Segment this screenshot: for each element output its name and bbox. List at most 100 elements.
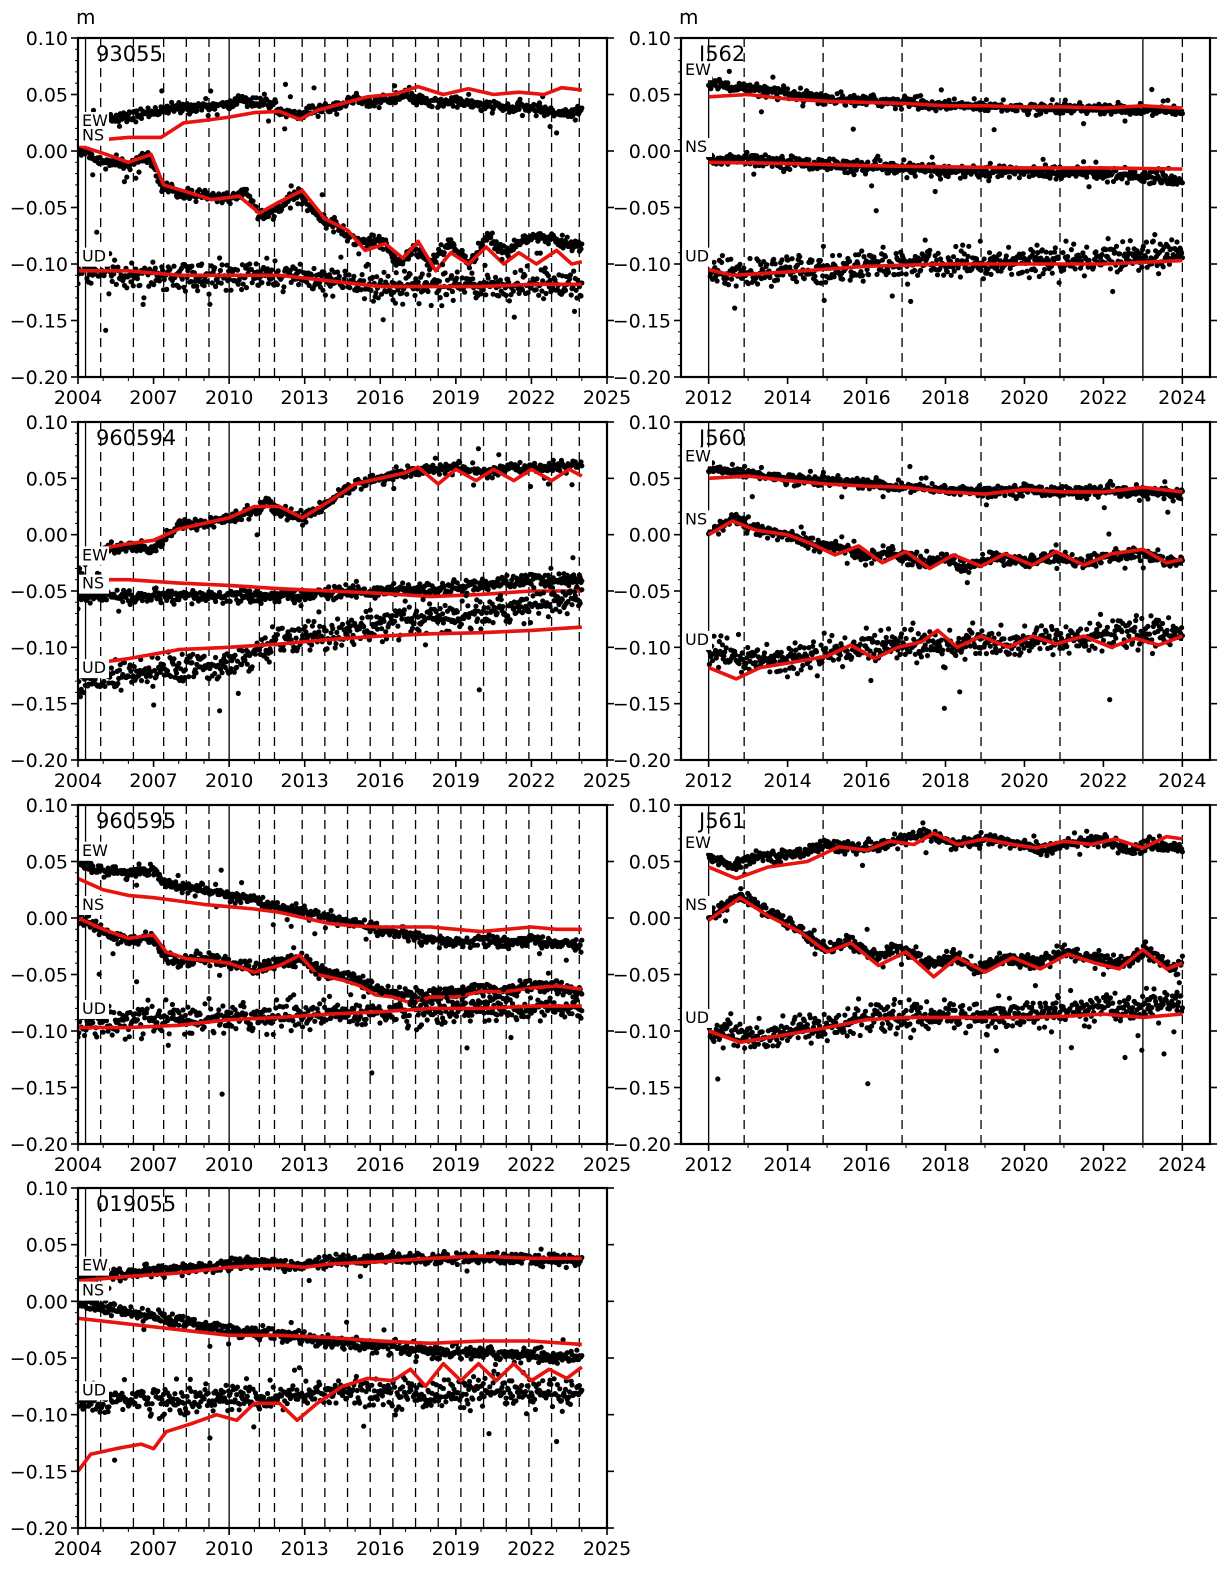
observed-point: [908, 298, 914, 304]
observed-point: [156, 278, 162, 284]
observed-point: [1049, 97, 1055, 103]
observed-point: [846, 258, 853, 264]
model-line-ew: [78, 84, 583, 142]
observed-point: [1132, 169, 1138, 175]
observed-point: [439, 303, 445, 309]
observed-point: [444, 292, 450, 298]
observed-point: [158, 600, 164, 606]
observed-point: [772, 261, 778, 267]
observed-point: [1179, 180, 1185, 186]
observed-point: [466, 91, 472, 97]
observed-point: [108, 111, 114, 118]
observed-point: [437, 295, 443, 301]
observed-point: [224, 262, 230, 268]
observed-point: [1150, 238, 1156, 244]
y-tick-label: −0.20: [613, 367, 671, 389]
observed-point: [282, 126, 288, 132]
observed-point: [569, 482, 575, 488]
observed-point: [391, 485, 397, 492]
component-label-ns: NS: [685, 137, 707, 156]
x-axis: 2004 2007 2010 2013 2016 2019 2022 2025: [54, 377, 631, 409]
observed-point: [843, 102, 849, 108]
observed-point: [733, 283, 739, 289]
observed-point: [87, 600, 93, 606]
observed-point: [448, 237, 454, 243]
observed-point: [346, 272, 352, 278]
x-tick-label: 2013: [281, 387, 329, 409]
observed-point: [416, 301, 422, 307]
observed-point: [1107, 266, 1113, 272]
observed-point: [774, 277, 781, 283]
observed-point: [336, 273, 342, 279]
observed-point: [987, 160, 993, 166]
observed-point: [962, 174, 968, 180]
observed-point: [1042, 266, 1048, 272]
plot-area: [78, 81, 585, 333]
observed-point: [518, 267, 524, 273]
observed-point: [322, 292, 328, 298]
observed-point: [280, 289, 286, 295]
observed-point: [477, 280, 483, 286]
observed-point: [496, 293, 502, 299]
observed-point: [365, 261, 371, 267]
observed-point: [89, 151, 95, 157]
observed-point: [1143, 239, 1149, 245]
observed-point: [905, 281, 911, 287]
observed-point: [436, 278, 442, 284]
observed-point: [519, 287, 526, 293]
observed-point: [239, 516, 245, 523]
observed-point: [1060, 110, 1066, 116]
observed-point: [764, 262, 770, 268]
observed-point: [537, 250, 543, 256]
observed-point: [787, 166, 793, 172]
observed-point: [986, 174, 993, 180]
observed-point: [297, 261, 303, 267]
observed-point: [851, 172, 857, 178]
observed-point: [106, 291, 112, 297]
observed-point: [725, 282, 732, 288]
observed-point: [1024, 268, 1030, 274]
observed-point: [334, 111, 340, 117]
observed-point: [134, 276, 140, 282]
observed-point: [374, 274, 380, 280]
x-tick-label: 2010: [205, 387, 253, 409]
observed-point: [778, 164, 784, 170]
observed-point: [303, 519, 309, 525]
observed-point: [771, 256, 777, 262]
observed-point: [859, 248, 865, 254]
observed-point: [1065, 254, 1071, 260]
observed-point: [136, 169, 142, 175]
observed-point: [1097, 111, 1104, 117]
observed-point: [341, 276, 347, 282]
observed-point: [840, 276, 846, 282]
observed-point: [344, 238, 350, 244]
observed-point: [812, 273, 818, 279]
observed-point: [889, 293, 895, 299]
observed-point: [898, 106, 905, 112]
observed-point: [865, 159, 871, 165]
observed-point: [261, 264, 267, 271]
observed-point: [368, 287, 374, 293]
observed-point: [928, 173, 934, 179]
observed-point: [945, 173, 951, 180]
observed-point: [506, 298, 512, 304]
observed-point: [1084, 174, 1090, 180]
observed-point: [373, 290, 379, 296]
observed-point: [1160, 264, 1166, 270]
observed-point: [152, 265, 158, 271]
observed-point: [988, 271, 994, 277]
observed-point: [996, 251, 1003, 257]
observed-point: [361, 586, 368, 592]
observed-point: [351, 273, 357, 279]
x-tick-label: 2025: [583, 387, 631, 409]
observed-point: [449, 273, 455, 279]
observed-point: [296, 268, 302, 274]
observed-point: [150, 259, 156, 265]
observed-point: [729, 276, 735, 282]
observed-point: [918, 93, 924, 99]
component-label-ud: UD: [82, 247, 106, 266]
observed-point: [253, 95, 259, 101]
observed-point: [480, 287, 486, 293]
observed-point: [140, 301, 146, 307]
